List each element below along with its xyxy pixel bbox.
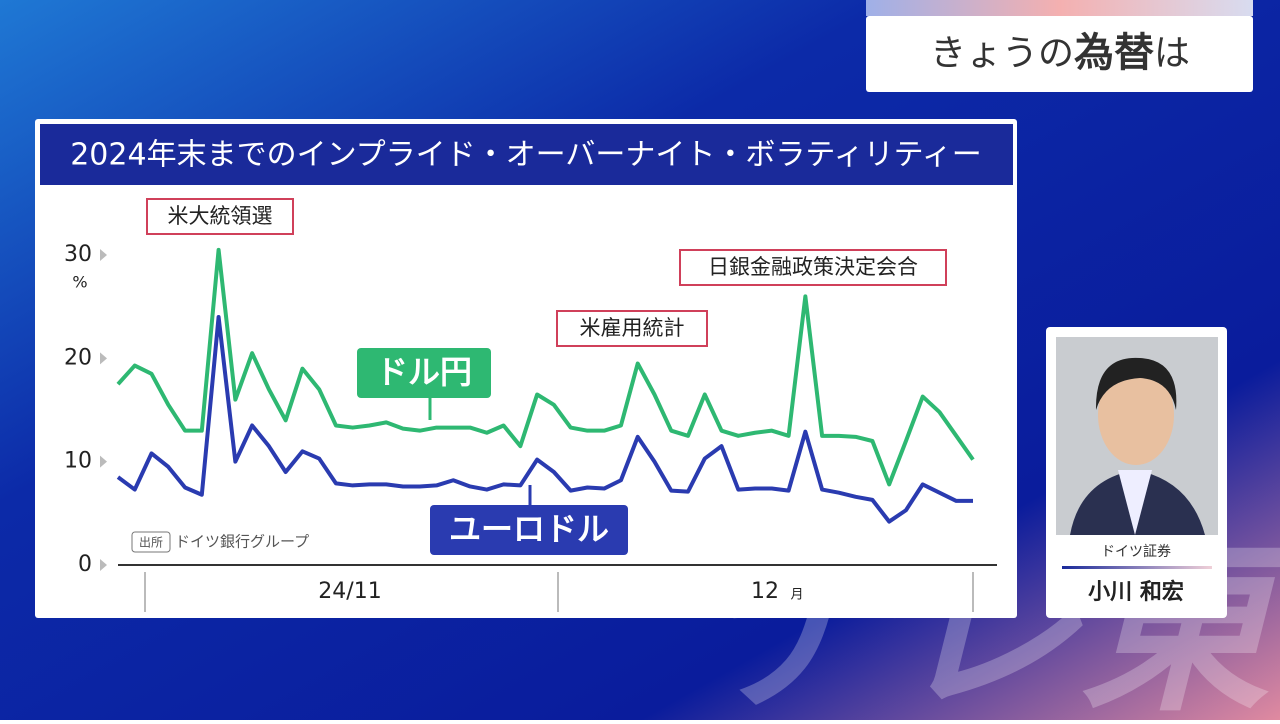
series-label: ユーロドル — [449, 510, 609, 548]
y-tick-label: 10 — [64, 449, 92, 474]
annotation: 日銀金融政策決定会合 — [708, 255, 918, 279]
annotation-box — [679, 249, 947, 286]
header-prefix: きょうの — [930, 33, 1074, 74]
header-title: きょうの為替は — [930, 30, 1190, 76]
header-box — [866, 16, 1253, 92]
annotation: 米雇用統計 — [580, 316, 685, 340]
y-tick-label: 30 — [64, 242, 92, 267]
series-line — [116, 247, 975, 487]
y-tick-mark — [100, 249, 107, 261]
source-tag: 出所 — [139, 536, 163, 550]
annotation: 米大統領選 — [168, 204, 273, 228]
chart-title: 2024年末までのインプライド・オーバーナイト・ボラティリティー — [70, 138, 982, 173]
x-unit: 月 — [790, 588, 803, 603]
y-tick-mark — [100, 559, 107, 571]
chart-title-bar — [40, 124, 1013, 185]
source-tag-box — [131, 531, 171, 553]
guest-name: 小川 和宏 — [1088, 579, 1184, 605]
header-emphasis: 為替 — [1074, 30, 1154, 76]
annotation-box — [556, 310, 708, 347]
y-tick-mark — [100, 352, 107, 365]
x-label: 12 — [751, 579, 779, 604]
y-tick-mark — [100, 455, 107, 468]
guest-shirt — [1118, 470, 1152, 535]
series-line — [116, 315, 973, 524]
series-label-box — [357, 348, 491, 398]
y-tick-label: 0 — [78, 552, 92, 577]
y-tick-label: 20 — [64, 345, 92, 370]
chart-panel — [35, 119, 1017, 618]
source: ドイツ銀行グループ — [175, 533, 309, 551]
header-strip — [866, 0, 1253, 16]
y-unit: % — [72, 273, 87, 292]
annotation-box — [146, 198, 294, 235]
guest-rule — [1062, 566, 1212, 569]
guest-face — [1098, 365, 1174, 465]
header-suffix: は — [1154, 33, 1190, 74]
series-label: ドル円 — [376, 353, 472, 391]
x-label: 24/11 — [318, 579, 381, 604]
guest-company: ドイツ証券 — [1101, 544, 1171, 560]
series-label-box — [430, 505, 628, 555]
guest-hair — [1095, 357, 1177, 410]
